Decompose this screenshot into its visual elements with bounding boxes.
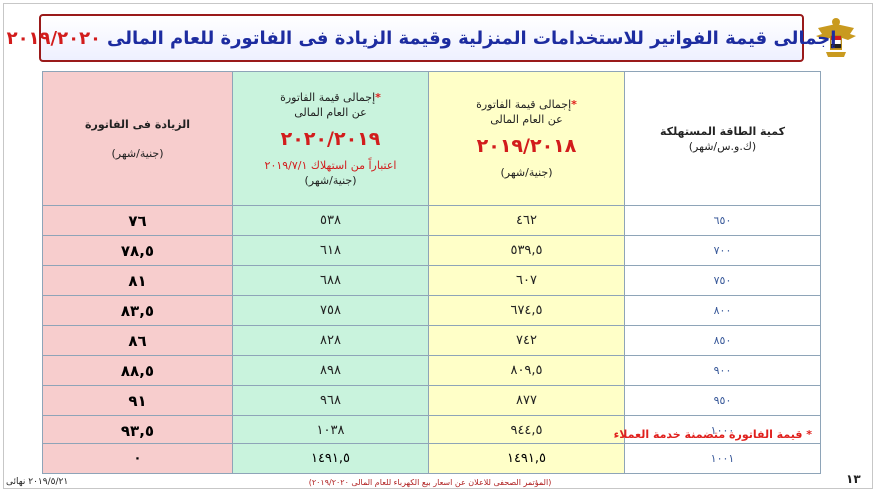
cell-increase: ٨٦ xyxy=(42,325,233,356)
table-row: ٧٥٠ ٦٠٧ ٦٨٨ ٨١ xyxy=(42,265,821,296)
slide-title-box: إجمالى قيمة الفواتير للاستخدامات المنزلي… xyxy=(7,14,836,62)
cell-increase: ٨٨,٥ xyxy=(42,355,233,386)
table-row: ٧٠٠ ٥٣٩,٥ ٦١٨ ٧٨,٥ xyxy=(42,235,821,266)
table-row: ٩٥٠ ٨٧٧ ٩٦٨ ٩١ xyxy=(42,385,821,416)
cell-bill-2018: ١٤٩١,٥ xyxy=(428,443,625,474)
cell-consumption: ١٠٠٠ xyxy=(624,415,821,446)
header-bill-2019-label: إجمالى قيمة الفاتورة xyxy=(280,90,376,104)
header-consumption-label: كمية الطاقة المستهلكة xyxy=(660,124,785,138)
cell-bill-2018: ٨٧٧ xyxy=(428,385,625,416)
cell-consumption: ٨٠٠ xyxy=(624,295,821,326)
header-bill-2018-unit: (جنية/شهر) xyxy=(500,166,553,179)
header-increase: الزيادة فى الفاتورة (جنية/شهر) xyxy=(42,71,233,206)
cell-bill-2019: ١٠٣٨ xyxy=(232,415,429,446)
cell-consumption: ١٠٠١ xyxy=(624,443,821,474)
footer-date: ٢٠١٩/٥/٢١ نهائى xyxy=(6,477,69,487)
cell-increase: ٨١ xyxy=(42,265,233,296)
cell-increase: ٠ xyxy=(42,443,233,474)
header-increase-unit: (جنية/شهر) xyxy=(111,146,164,160)
cell-bill-2019: ٥٣٨ xyxy=(232,205,429,236)
asterisk-mark: * xyxy=(571,98,577,111)
header-bill-2019-note: اعتباراً من استهلاك ٢٠١٩/٧/١ xyxy=(264,158,397,172)
egypt-eagle-emblem xyxy=(816,18,856,57)
cell-bill-2019: ٦١٨ xyxy=(232,235,429,266)
table-row: ٨٠٠ ٦٧٤,٥ ٧٥٨ ٨٣,٥ xyxy=(42,295,821,326)
cell-bill-2018: ٥٣٩,٥ xyxy=(428,235,625,266)
cell-bill-2019: ١٤٩١,٥ xyxy=(232,443,429,474)
slide-title: إجمالى قيمة الفواتير للاستخدامات المنزلي… xyxy=(107,27,837,49)
header-bill-2019-unit: (جنية/شهر) xyxy=(304,173,357,187)
table-row: ٨٥٠ ٧٤٢ ٨٢٨ ٨٦ xyxy=(42,325,821,356)
table-row: ٩٠٠ ٨٠٩,٥ ٨٩٨ ٨٨,٥ xyxy=(42,355,821,386)
header-increase-label: الزيادة فى الفاتورة xyxy=(85,117,190,131)
cell-bill-2018: ٨٠٩,٥ xyxy=(428,355,625,386)
cell-bill-2018: ٩٤٤,٥ xyxy=(428,415,625,446)
cell-consumption: ٩٠٠ xyxy=(624,355,821,386)
header-bill-2019: *إجمالى قيمة الفاتورة عن العام المالى ٢٠… xyxy=(232,71,429,206)
cell-consumption: ٦٥٠ xyxy=(624,205,821,236)
cell-bill-2019: ٧٥٨ xyxy=(232,295,429,326)
footer-caption: (المؤتمر الصحفى للاعلان عن اسعار بيع الك… xyxy=(308,478,552,487)
cell-consumption: ٩٥٠ xyxy=(624,385,821,416)
cell-bill-2018: ٦٧٤,٥ xyxy=(428,295,625,326)
slide-frame xyxy=(3,3,873,489)
last-row-table: ١٠٠١ ١٤٩١,٥ ١٤٩١,٥ ٠ xyxy=(42,443,821,474)
bills-table: كمية الطاقة المستهلكة (ك.و.س/شهر) *إجمال… xyxy=(42,71,821,446)
table-row: ٦٥٠ ٤٦٢ ٥٣٨ ٧٦ xyxy=(42,205,821,236)
header-bill-2018-sub: عن العام المالى xyxy=(490,113,563,126)
header-bill-2019-year: ٢٠٢٠/٢٠١٩ xyxy=(280,127,381,150)
cell-bill-2018: ٦٠٧ xyxy=(428,265,625,296)
header-bill-2018-label: إجمالى قيمة الفاتورة xyxy=(476,98,572,111)
slide-title-year: ٢٠١٩/٢٠٢٠ xyxy=(6,27,102,49)
cell-bill-2019: ٦٨٨ xyxy=(232,265,429,296)
header-bill-2018-year: ٢٠١٩/٢٠١٨ xyxy=(476,135,577,157)
cell-increase: ٩١ xyxy=(42,385,233,416)
cell-increase: ٨٣,٥ xyxy=(42,295,233,326)
table-header-row: كمية الطاقة المستهلكة (ك.و.س/شهر) *إجمال… xyxy=(42,71,821,206)
cell-bill-2019: ٨٩٨ xyxy=(232,355,429,386)
cell-consumption: ٧٠٠ xyxy=(624,235,821,266)
table-row-last: ١٠٠١ ١٤٩١,٥ ١٤٩١,٥ ٠ xyxy=(42,443,821,474)
cell-consumption: ٨٥٠ xyxy=(624,325,821,356)
cell-increase: ٧٦ xyxy=(42,205,233,236)
table-footnote: * قيمة الفاتورة متضمنة خدمة العملاء xyxy=(613,428,812,441)
cell-bill-2018: ٧٤٢ xyxy=(428,325,625,356)
header-bill-2019-sub: عن العام المالى xyxy=(294,105,367,119)
cell-bill-2019: ٩٦٨ xyxy=(232,385,429,416)
header-bill-2018: *إجمالى قيمة الفاتورة عن العام المالى ٢٠… xyxy=(428,71,625,206)
cell-bill-2019: ٨٢٨ xyxy=(232,325,429,356)
cell-bill-2018: ٤٦٢ xyxy=(428,205,625,236)
cell-increase: ٧٨,٥ xyxy=(42,235,233,266)
page-number: ١٣ xyxy=(846,472,861,486)
asterisk-mark: * xyxy=(375,90,381,104)
cell-consumption: ٧٥٠ xyxy=(624,265,821,296)
header-consumption-unit: (ك.و.س/شهر) xyxy=(688,139,757,153)
cell-increase: ٩٣,٥ xyxy=(42,415,233,446)
header-consumption: كمية الطاقة المستهلكة (ك.و.س/شهر) xyxy=(624,71,821,206)
